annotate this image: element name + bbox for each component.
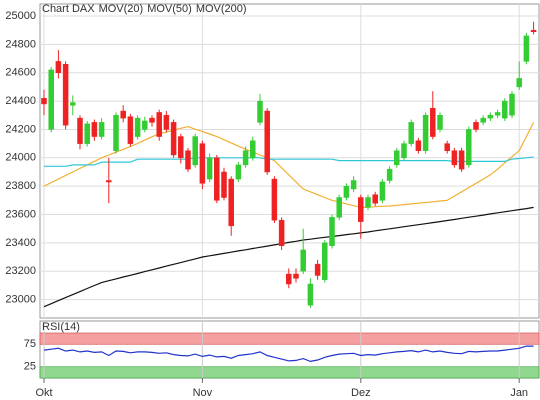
candle-body: [199, 143, 206, 184]
candle-body: [185, 150, 191, 170]
y-tick-label: 23400: [5, 237, 36, 249]
candle-body: [278, 219, 285, 246]
candle-body: [242, 150, 249, 166]
candle-body: [264, 110, 270, 173]
candle-body: [437, 115, 443, 130]
candle-body: [221, 171, 227, 198]
y-tick-label: 24800: [5, 38, 36, 50]
x-tick-label: Dez: [351, 387, 371, 399]
y-tick-label: 23000: [5, 293, 36, 305]
candle-body: [293, 273, 299, 279]
candle-body: [120, 110, 126, 119]
candle-body: [142, 120, 148, 130]
candle-body: [300, 249, 306, 272]
candle-body: [228, 178, 234, 227]
rsi-tick-label: 25: [24, 361, 36, 373]
candle-body: [48, 69, 54, 130]
candle-body: [156, 112, 162, 137]
y-tick-label: 25000: [5, 10, 36, 22]
x-tick-label: Nov: [193, 387, 213, 399]
legend-entry: MOV(200): [196, 3, 247, 15]
rsi-title: RSI(14): [42, 321, 80, 333]
candle-body: [257, 100, 263, 123]
candle-body: [55, 61, 62, 74]
y-tick-label: 24000: [5, 152, 36, 164]
candle-body: [523, 35, 530, 62]
candle-body: [430, 107, 436, 137]
candle-body: [336, 197, 342, 218]
candle-body: [372, 194, 378, 204]
y-tick-label: 23800: [5, 180, 36, 192]
candle-body: [322, 242, 328, 280]
moving-average: [43, 206, 534, 308]
candle-body: [91, 122, 98, 137]
candle-body: [178, 136, 184, 159]
candle-body: [235, 164, 242, 180]
candle-body: [350, 180, 357, 190]
candle-body: [343, 185, 350, 198]
candle-body: [415, 140, 422, 151]
candle-body: [113, 115, 119, 151]
candle-body: [329, 217, 335, 246]
candle-body: [314, 263, 321, 276]
candle-body: [444, 143, 450, 151]
candle-body: [149, 117, 155, 123]
candle-body: [250, 140, 256, 159]
candle-body: [77, 117, 83, 144]
candle-body: [41, 98, 47, 105]
candle-body: [307, 283, 314, 306]
candle-body: [62, 63, 69, 126]
candle-body: [271, 178, 278, 221]
legend-entry: Chart DAX: [42, 3, 95, 15]
candle-body: [422, 115, 429, 151]
candle-body: [163, 115, 170, 130]
y-tick-label: 23200: [5, 265, 36, 277]
candle-body: [451, 150, 458, 166]
candle-body: [127, 116, 134, 144]
rsi-tick-label: 75: [24, 338, 36, 350]
candle-body: [494, 112, 501, 116]
candle-body: [516, 78, 522, 88]
rsi-lower-band: [39, 366, 540, 379]
moving-average: [43, 122, 535, 209]
candle-body: [473, 122, 479, 130]
rsi-upper-band: [39, 332, 540, 345]
candle-body: [286, 273, 292, 285]
candle-body: [509, 93, 515, 116]
x-tick-label: Jan: [510, 387, 528, 399]
y-tick-label: 24200: [5, 123, 36, 135]
legend-entry: MOV(20): [99, 3, 144, 15]
candle-body: [386, 168, 393, 181]
y-tick-label: 24400: [5, 95, 36, 107]
y-tick-label: 23600: [5, 208, 36, 220]
candle-body: [98, 122, 105, 137]
candle-body: [480, 117, 486, 123]
candle-body: [134, 117, 141, 137]
candle-body: [70, 102, 76, 106]
candle-body: [408, 122, 414, 144]
candle-body: [394, 150, 400, 166]
x-tick-label: Okt: [35, 387, 52, 399]
candle-body: [379, 181, 386, 201]
candle-body: [206, 157, 213, 180]
candle-body: [458, 150, 465, 170]
candle-body: [466, 129, 472, 166]
candle-body: [170, 122, 177, 156]
candle-body: [502, 100, 508, 119]
candle-body: [365, 197, 371, 208]
candle-body: [84, 123, 90, 144]
candle-body: [106, 180, 112, 183]
rsi-line: [43, 345, 534, 363]
legend-entry: MOV(50): [147, 3, 192, 15]
candle-body: [192, 136, 198, 166]
candle-body: [214, 157, 220, 201]
candle-body: [530, 29, 537, 32]
y-tick-label: 24600: [5, 67, 36, 79]
candle-body: [487, 115, 494, 119]
candle-body: [358, 197, 364, 222]
candle-body: [401, 143, 407, 159]
